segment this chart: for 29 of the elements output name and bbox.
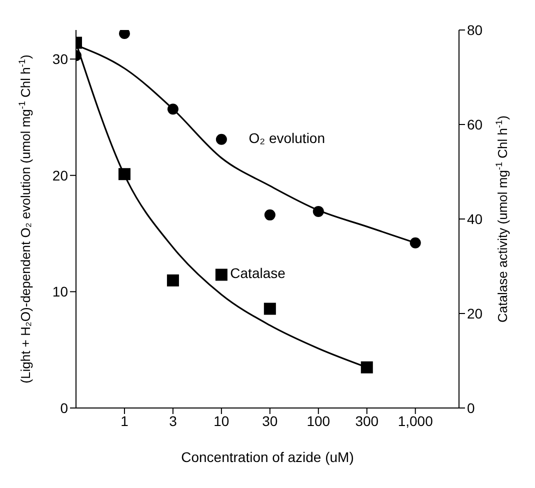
y2-tick-label: 80	[467, 22, 483, 38]
y-tick-label: 30	[52, 51, 68, 68]
y2-tick-label: 20	[467, 305, 483, 322]
x-tick-label: 10	[214, 412, 230, 429]
annotation: O₂ evolution	[248, 130, 326, 146]
point	[360, 361, 373, 374]
point	[167, 104, 178, 115]
point	[216, 134, 227, 145]
x-tick-label: 300	[355, 412, 379, 429]
point	[166, 274, 179, 286]
x-tick-label: 3	[169, 412, 178, 429]
y-tick-label: 20	[52, 167, 68, 184]
x-tick-label: 30	[262, 412, 278, 429]
y2-tick-label: 60	[467, 116, 483, 132]
point	[312, 206, 324, 217]
point	[264, 302, 276, 315]
y2-tick-label: 40	[467, 210, 483, 227]
point	[410, 237, 421, 248]
point	[215, 268, 228, 281]
point	[264, 209, 276, 220]
annotation: Catalase	[230, 265, 286, 282]
point	[118, 168, 130, 180]
x-tick-label: 100	[306, 412, 330, 429]
y-tick-label: 0	[60, 400, 68, 416]
y-tick-label: 10	[52, 284, 68, 300]
x-axis-title: Concentration of azide (uM)	[181, 449, 354, 465]
x-tick-label: 1	[120, 412, 129, 429]
x-tick-label: 1,000	[398, 412, 434, 429]
y2-tick-label: 0	[467, 400, 475, 416]
